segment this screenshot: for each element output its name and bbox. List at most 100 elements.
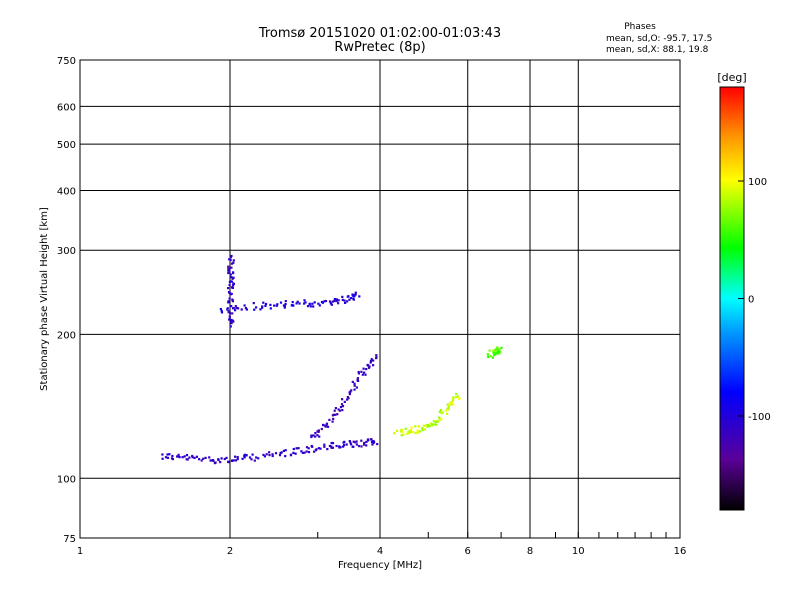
- data-point: [231, 286, 234, 289]
- data-point: [451, 399, 454, 402]
- data-point: [423, 428, 427, 431]
- data-point: [357, 445, 361, 448]
- data-point: [324, 299, 328, 303]
- data-point: [283, 304, 286, 307]
- data-point: [185, 454, 189, 457]
- data-point: [236, 456, 239, 459]
- data-point: [191, 454, 194, 458]
- x-tick-label: 1: [77, 546, 83, 557]
- data-point: [348, 440, 351, 443]
- data-point: [421, 427, 424, 430]
- data-point: [166, 456, 170, 459]
- x-tick-label: 10: [572, 546, 585, 557]
- data-point: [446, 412, 449, 415]
- data-point: [303, 302, 306, 305]
- data-point: [353, 384, 356, 387]
- data-point: [365, 440, 368, 443]
- data-point: [263, 455, 266, 458]
- data-point: [348, 391, 351, 394]
- data-point: [170, 457, 174, 460]
- x-tick-label: 16: [674, 546, 687, 557]
- data-point: [230, 305, 233, 308]
- data-point: [311, 302, 314, 305]
- data-point: [334, 407, 337, 410]
- data-point: [161, 457, 164, 460]
- data-point: [228, 280, 231, 283]
- data-point: [343, 299, 346, 302]
- data-point: [312, 434, 315, 437]
- data-point: [491, 356, 494, 359]
- data-point: [363, 441, 366, 444]
- data-point: [409, 429, 413, 432]
- data-point: [176, 455, 179, 458]
- y-tick-label: 75: [63, 534, 76, 545]
- data-point: [307, 447, 310, 450]
- data-point: [229, 320, 233, 324]
- data-point: [360, 439, 363, 442]
- data-point: [360, 370, 363, 373]
- data-point: [364, 373, 367, 376]
- data-point: [341, 295, 344, 298]
- data-point: [227, 301, 230, 304]
- data-point: [335, 300, 338, 303]
- data-point: [234, 305, 237, 308]
- colorbar-label: [deg]: [717, 71, 746, 84]
- data-point: [269, 303, 272, 306]
- data-point: [346, 396, 349, 399]
- data-point: [447, 408, 450, 411]
- data-point: [444, 409, 447, 412]
- data-point: [289, 454, 292, 457]
- data-point: [361, 373, 364, 376]
- data-point: [342, 445, 345, 448]
- x-tick-label: 8: [527, 546, 533, 557]
- data-point: [181, 456, 184, 459]
- x-axis-label: Frequency [MHz]: [338, 560, 422, 571]
- y-tick-label: 300: [57, 246, 76, 257]
- data-point: [284, 303, 287, 306]
- data-point: [331, 300, 334, 303]
- chart-subtitle: RwPretec (8p): [334, 40, 426, 55]
- data-point: [262, 301, 265, 304]
- data-point: [229, 256, 232, 259]
- data-point: [330, 303, 333, 306]
- data-point: [356, 377, 359, 380]
- data-point: [279, 301, 283, 304]
- data-point: [227, 287, 230, 290]
- y-tick-label: 200: [57, 330, 76, 341]
- data-point: [406, 432, 409, 435]
- data-point: [310, 435, 313, 439]
- data-point: [161, 453, 164, 456]
- data-point: [367, 364, 370, 367]
- data-point: [438, 410, 441, 413]
- phase-legend-o: mean, sd,O: -95.7, 17.5: [606, 34, 713, 44]
- data-point: [349, 297, 352, 300]
- data-point: [234, 455, 237, 458]
- data-point: [317, 429, 320, 432]
- data-point: [487, 353, 490, 356]
- data-point: [220, 311, 224, 314]
- data-point: [354, 293, 357, 296]
- y-tick-label: 500: [57, 140, 76, 151]
- data-point: [264, 304, 267, 307]
- data-point: [195, 455, 198, 458]
- data-point: [338, 446, 341, 449]
- data-point: [426, 425, 429, 428]
- data-point: [340, 403, 344, 406]
- data-point: [219, 461, 222, 464]
- x-tick-label: 6: [465, 546, 471, 557]
- data-point: [337, 408, 340, 411]
- data-point: [231, 312, 234, 315]
- data-point: [456, 395, 459, 398]
- data-point: [310, 434, 313, 437]
- data-point: [330, 446, 333, 449]
- data-point: [171, 454, 174, 458]
- data-point: [183, 455, 186, 458]
- data-point: [228, 315, 231, 318]
- data-point: [227, 265, 230, 268]
- data-point: [186, 458, 189, 461]
- data-point: [438, 418, 442, 421]
- data-point: [305, 446, 309, 449]
- data-point: [323, 443, 326, 446]
- data-point: [314, 449, 317, 452]
- data-point: [331, 420, 334, 423]
